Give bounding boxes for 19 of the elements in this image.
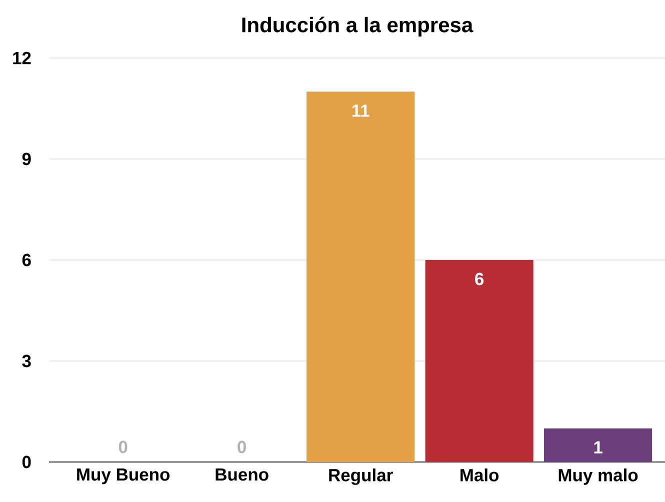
x-tick-label: Muy malo — [558, 468, 638, 485]
x-tick-label: Bueno — [216, 468, 268, 481]
y-tick-label: 6 — [22, 254, 31, 266]
data-label: 0 — [118, 440, 128, 454]
y-tick-label: 12 — [13, 52, 31, 64]
bar — [306, 92, 415, 462]
x-tick-label: Muy Bueno — [77, 468, 170, 484]
chart-title: Inducción a la empresa — [242, 16, 474, 36]
x-tick-label: Malo — [460, 468, 499, 482]
data-label: 11 — [352, 104, 370, 117]
y-tick-label: 3 — [22, 354, 31, 368]
x-tick-label: Regular — [329, 468, 393, 485]
data-label: 0 — [238, 440, 246, 454]
bar — [425, 260, 534, 462]
data-label: 6 — [475, 272, 484, 286]
y-tick-label: 0 — [22, 456, 31, 468]
data-label: 1 — [594, 441, 602, 454]
y-tick-label: 9 — [22, 152, 31, 166]
bar — [544, 428, 652, 462]
